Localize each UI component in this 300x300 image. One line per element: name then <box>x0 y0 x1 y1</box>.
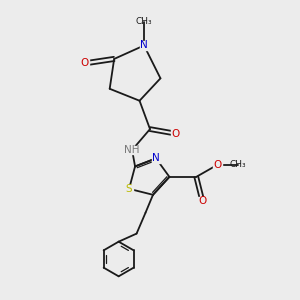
Bar <box>140 41 148 50</box>
Bar <box>213 161 222 169</box>
Text: N: N <box>152 153 160 164</box>
Text: CH₃: CH₃ <box>136 17 152 26</box>
Text: NH: NH <box>124 145 140 155</box>
Bar <box>80 59 89 68</box>
Text: O: O <box>213 160 221 170</box>
Text: O: O <box>171 129 179 139</box>
Text: N: N <box>140 40 148 50</box>
Bar <box>198 196 207 205</box>
Text: O: O <box>80 58 88 68</box>
Text: S: S <box>126 184 132 194</box>
Text: CH₃: CH₃ <box>230 160 246 169</box>
Bar <box>126 146 138 154</box>
Bar <box>125 184 133 193</box>
Text: O: O <box>198 196 206 206</box>
Bar <box>171 129 180 138</box>
Bar <box>152 154 160 163</box>
